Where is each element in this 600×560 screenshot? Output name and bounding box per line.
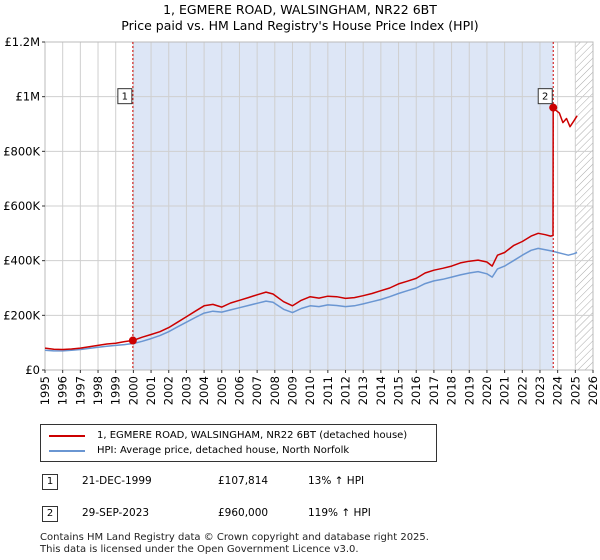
y-tick-label: £1M [15,90,40,104]
hpi-line [44,247,578,352]
x-tick-label: 2021 [498,376,512,405]
x-tick-label: 2026 [586,376,600,405]
chart-title: 1, EGMERE ROAD, WALSINGHAM, NR22 6BT Pri… [0,2,600,34]
x-tick-label: 2002 [162,376,176,405]
x-tick-label: 2004 [197,376,211,405]
sale-annotation-box [537,88,553,105]
x-tick-label: 1997 [73,376,87,405]
property-price-line [44,106,578,351]
y-tick-label: £600K [3,199,40,213]
sale-price: £107,814 [218,475,269,487]
x-tick-label: 2006 [232,376,246,405]
sale-annotation-label: 1 [122,92,128,103]
x-tick-label: 2022 [515,376,529,405]
sale-hpi-change: 13% ↑ HPI [308,475,365,487]
sale-date: 21-DEC-1999 [82,475,152,487]
footer: Contains HM Land Registry data © Crown c… [40,532,429,556]
x-tick-label: 2009 [285,376,299,405]
x-tick-label: 2012 [339,376,353,405]
x-tick-label: 2017 [427,376,441,405]
sale-annotation-label: 2 [542,92,548,103]
y-tick-label: £200K [3,308,40,322]
x-tick-label: 2015 [392,376,406,405]
y-tick-label: £0 [25,363,40,377]
sale-row: 2 29-SEP-2023 £960,000 119% ↑ HPI [40,506,600,526]
x-tick-label: 2018 [445,376,459,405]
sale-price: £960,000 [218,507,269,519]
sale-hpi-change: 119% ↑ HPI [308,507,371,519]
x-tick-label: 2025 [568,376,582,405]
x-tick-label: 2008 [268,376,282,405]
x-tick-label: 2016 [409,376,423,405]
sale-row: 1 21-DEC-1999 £107,814 13% ↑ HPI [40,474,600,494]
x-tick-label: 2000 [126,376,140,405]
footer-line-2: This data is licensed under the Open Gov… [40,544,359,555]
x-tick-label: 2023 [533,376,547,405]
x-tick-label: 2024 [551,376,565,405]
y-tick-label: £400K [3,254,40,268]
x-tick-label: 2019 [462,376,476,405]
y-tick-label: £1.2M [4,35,40,49]
legend-swatch-property [49,434,85,437]
legend-item-property: 1, EGMERE ROAD, WALSINGHAM, NR22 6BT (de… [49,430,407,441]
legend-label-property: 1, EGMERE ROAD, WALSINGHAM, NR22 6BT (de… [97,430,408,441]
footer-line-1: Contains HM Land Registry data © Crown c… [40,532,429,543]
x-tick-label: 2001 [144,376,158,405]
x-tick-label: 1998 [91,376,105,405]
x-tick-label: 2020 [480,376,494,405]
x-tick-label: 1995 [38,376,52,405]
x-tick-label: 2007 [250,376,264,405]
x-tick-label: 1999 [109,376,123,405]
x-tick-label: 1996 [56,376,70,405]
sale-number-badge: 2 [42,506,58,522]
x-tick-label: 2013 [356,376,370,405]
sale-point [128,336,137,345]
sale-point [549,103,558,112]
x-tick-label: 2010 [303,376,317,405]
x-tick-label: 2011 [321,376,335,405]
sale-date: 29-SEP-2023 [82,507,150,519]
legend-item-hpi: HPI: Average price, detached house, Nort… [49,445,349,456]
legend-swatch-hpi [49,449,85,452]
legend: 1, EGMERE ROAD, WALSINGHAM, NR22 6BT (de… [40,424,437,462]
legend-label-hpi: HPI: Average price, detached house, Nort… [97,445,350,456]
sale-annotation-box [117,88,133,105]
title-line-2: Price paid vs. HM Land Registry's House … [121,18,479,33]
x-tick-label: 2005 [215,376,229,405]
title-line-1: 1, EGMERE ROAD, WALSINGHAM, NR22 6BT [163,2,437,17]
x-tick-label: 2014 [374,376,388,405]
series [44,106,578,352]
sale-number-badge: 1 [42,474,58,490]
x-tick-label: 2003 [179,376,193,405]
y-tick-label: £800K [3,144,40,158]
